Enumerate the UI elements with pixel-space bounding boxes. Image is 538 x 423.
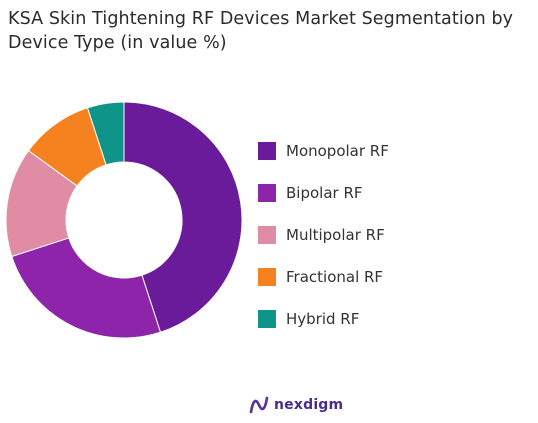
slice-hybrid-rf <box>86 101 125 166</box>
legend-swatch <box>258 184 276 202</box>
legend-swatch <box>258 268 276 286</box>
brand-name: nexdigm <box>274 397 344 413</box>
slice-bipolar-rf <box>11 237 162 339</box>
brand-logo: nexdigm <box>248 394 343 416</box>
legend-label: Monopolar RF <box>286 142 389 160</box>
legend-swatch <box>258 226 276 244</box>
legend-swatch <box>258 142 276 160</box>
chart-title: KSA Skin Tightening RF Devices Market Se… <box>8 9 514 53</box>
legend-item-monopolar-rf: Monopolar RF <box>258 130 389 172</box>
legend-label: Fractional RF <box>286 268 384 286</box>
nexdigm-logo-icon <box>249 396 269 414</box>
legend-item-fractional-rf: Fractional RF <box>258 256 389 298</box>
slice-monopolar-rf <box>123 101 243 333</box>
legend-swatch <box>258 310 276 328</box>
legend-label: Multipolar RF <box>286 226 385 244</box>
chart-legend: Monopolar RF Bipolar RF Multipolar RF Fract… <box>258 130 389 340</box>
legend-item-multipolar-rf: Multipolar RF <box>258 214 389 256</box>
donut-chart <box>5 101 243 339</box>
legend-item-bipolar-rf: Bipolar RF <box>258 172 389 214</box>
legend-item-hybrid-rf: Hybrid RF <box>258 298 389 340</box>
legend-label: Hybrid RF <box>286 310 360 328</box>
legend-label: Bipolar RF <box>286 184 363 202</box>
